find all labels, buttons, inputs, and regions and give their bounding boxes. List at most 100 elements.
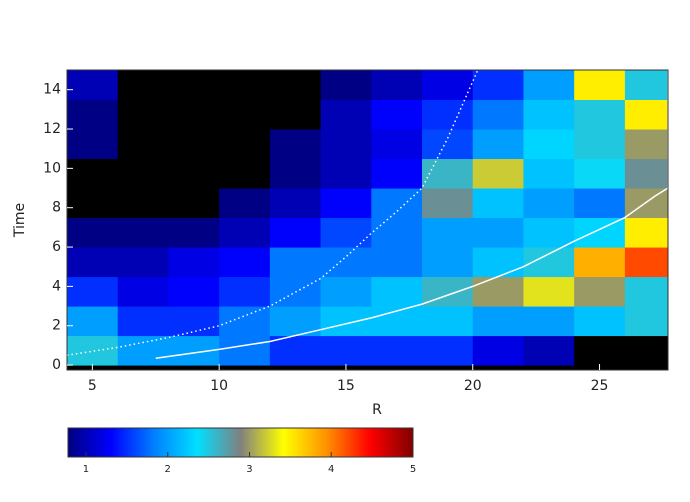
heat-cell bbox=[472, 70, 524, 101]
heat-cell bbox=[219, 247, 271, 278]
heat-cell bbox=[219, 306, 271, 337]
heat-cell bbox=[422, 70, 474, 101]
heat-cell bbox=[523, 129, 575, 160]
heat-cell bbox=[624, 276, 668, 307]
heat-cell bbox=[168, 70, 220, 101]
heat-cell bbox=[371, 335, 423, 366]
heat-cell bbox=[117, 158, 169, 189]
heat-cell bbox=[67, 129, 119, 160]
heat-cell bbox=[574, 276, 626, 307]
colorbar-tick-label: 3 bbox=[246, 464, 252, 475]
x-tick-label: 10 bbox=[210, 378, 228, 394]
y-tick-label: 0 bbox=[52, 357, 61, 373]
heat-cell bbox=[472, 306, 524, 337]
heat-cell bbox=[320, 158, 372, 189]
heat-cell bbox=[117, 99, 169, 130]
curves bbox=[67, 70, 668, 359]
heat-cell bbox=[269, 247, 322, 278]
heat-cell bbox=[269, 129, 322, 160]
heat-cell bbox=[219, 188, 271, 219]
heat-cell bbox=[472, 99, 524, 130]
heat-cell bbox=[624, 335, 668, 366]
heat-cell bbox=[67, 158, 119, 189]
plot-frame bbox=[66, 69, 669, 371]
heat-cell bbox=[219, 335, 271, 366]
heat-cell bbox=[574, 306, 626, 337]
heat-cell bbox=[371, 188, 423, 219]
y-tick-label: 8 bbox=[52, 200, 61, 216]
heat-cell bbox=[269, 188, 322, 219]
heat-cell bbox=[523, 158, 575, 189]
heat-cell bbox=[523, 276, 575, 307]
heat-cell bbox=[422, 247, 474, 278]
colorbar-tick-label: 4 bbox=[328, 464, 334, 475]
heat-cell bbox=[422, 306, 474, 337]
curve bbox=[155, 70, 668, 359]
heat-cell bbox=[168, 306, 220, 337]
heat-cell bbox=[67, 306, 119, 337]
colorbar-tick-label: 1 bbox=[83, 464, 89, 475]
heat-cell bbox=[117, 129, 169, 160]
heat-cell bbox=[117, 247, 169, 278]
heat-cell bbox=[117, 276, 169, 307]
heat-cell bbox=[269, 217, 322, 248]
y-tick-label: 10 bbox=[43, 160, 61, 176]
y-tick-label: 6 bbox=[52, 239, 61, 255]
heat-cell bbox=[67, 188, 119, 219]
heat-cell bbox=[219, 129, 271, 160]
y-tick-label: 14 bbox=[43, 82, 61, 98]
heat-cell bbox=[523, 188, 575, 219]
heat-cell bbox=[574, 70, 626, 101]
heat-cell bbox=[472, 276, 524, 307]
heat-cell bbox=[219, 217, 271, 248]
heat-cell bbox=[371, 158, 423, 189]
heat-cell bbox=[371, 70, 423, 101]
heat-cell bbox=[320, 129, 372, 160]
heat-cell bbox=[371, 247, 423, 278]
heat-cell bbox=[67, 217, 119, 248]
heat-cell bbox=[219, 276, 271, 307]
heat-cell bbox=[67, 335, 119, 366]
heat-cell bbox=[168, 99, 220, 130]
heat-cell bbox=[624, 306, 668, 337]
heat-cell bbox=[523, 306, 575, 337]
colorbar-tick-label: 5 bbox=[410, 464, 416, 475]
heat-cell bbox=[371, 276, 423, 307]
heat-cell bbox=[117, 335, 169, 366]
y-tick-label: 2 bbox=[52, 318, 61, 334]
heat-cell bbox=[624, 99, 668, 130]
x-tick-label: 15 bbox=[337, 378, 355, 394]
heat-cell bbox=[574, 158, 626, 189]
heat-cell bbox=[269, 158, 322, 189]
heat-cell bbox=[624, 217, 668, 248]
heat-cell bbox=[168, 158, 220, 189]
heat-cell bbox=[624, 247, 668, 278]
heat-cell bbox=[67, 99, 119, 130]
heat-cell bbox=[117, 217, 169, 248]
heat-cell bbox=[472, 158, 524, 189]
y-tick-label: 12 bbox=[43, 121, 61, 137]
heat-cell bbox=[117, 70, 169, 101]
heat-cell bbox=[320, 247, 372, 278]
heatmap bbox=[67, 70, 668, 366]
heat-cell bbox=[67, 70, 119, 101]
heat-cell bbox=[574, 129, 626, 160]
heat-cell bbox=[574, 99, 626, 130]
heat-cell bbox=[269, 99, 322, 130]
heat-cell bbox=[422, 158, 474, 189]
heat-cell bbox=[574, 217, 626, 248]
heat-cell bbox=[624, 158, 668, 189]
heat-cell bbox=[219, 99, 271, 130]
heat-cell bbox=[320, 188, 372, 219]
colorbar-tick-label: 2 bbox=[165, 464, 171, 475]
heat-cell bbox=[574, 247, 626, 278]
heat-cell bbox=[219, 70, 271, 101]
heat-cell bbox=[168, 247, 220, 278]
x-tick-label: 20 bbox=[464, 378, 482, 394]
heat-cell bbox=[472, 335, 524, 366]
heat-cell bbox=[320, 99, 372, 130]
heat-cell bbox=[472, 217, 524, 248]
heat-cell bbox=[422, 188, 474, 219]
colorbar bbox=[67, 427, 414, 458]
